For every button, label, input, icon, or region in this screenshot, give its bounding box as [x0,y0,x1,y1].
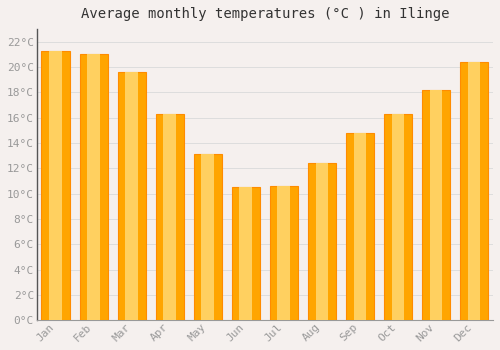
Bar [118,72,146,320]
Bar [384,114,412,320]
Bar [80,54,108,320]
Bar [430,90,442,320]
Bar [270,186,298,320]
Bar [232,187,260,320]
Bar [354,133,366,320]
Bar [308,163,336,320]
Bar [468,62,480,320]
Bar [202,154,214,320]
Bar [156,114,184,320]
Bar [164,114,176,320]
Bar [422,90,450,320]
Bar [126,72,138,320]
Bar [316,163,328,320]
Title: Average monthly temperatures (°C ) in Ilinge: Average monthly temperatures (°C ) in Il… [80,7,449,21]
Bar [346,133,374,320]
Bar [194,154,222,320]
Bar [278,186,290,320]
Bar [50,51,62,320]
Bar [460,62,488,320]
Bar [42,51,70,320]
Bar [88,54,100,320]
Bar [240,187,252,320]
Bar [392,114,404,320]
